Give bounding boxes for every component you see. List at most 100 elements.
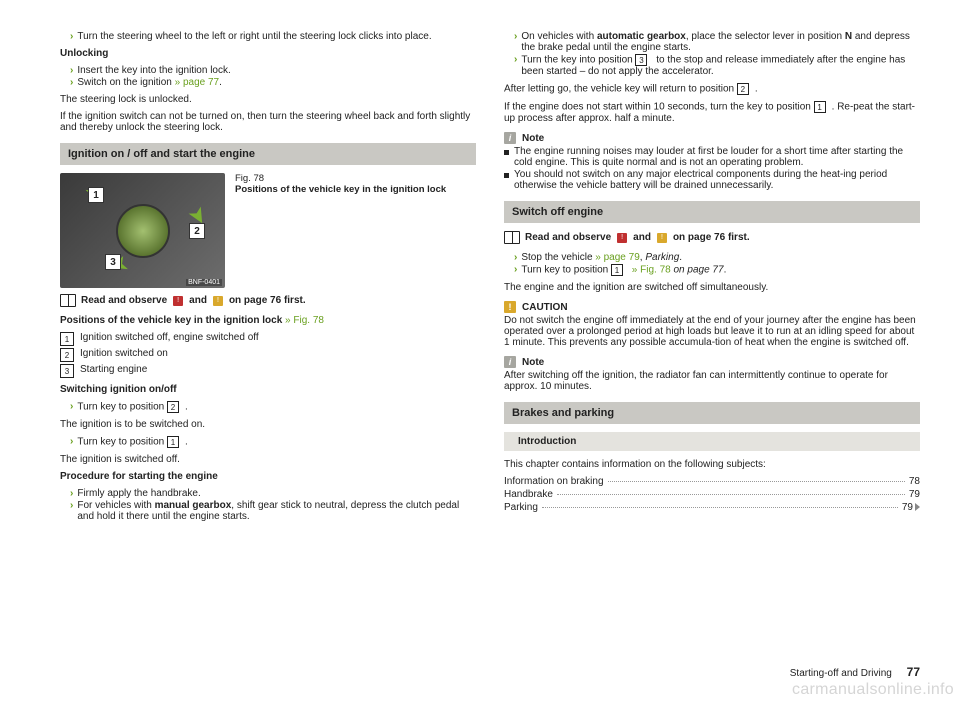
square-bullet-icon [504, 150, 509, 155]
page-ref: » page 77 [175, 77, 220, 88]
text: on page 76 first. [673, 232, 750, 243]
toc-label: Handbrake [504, 489, 553, 500]
caution-icon: ! [504, 301, 516, 313]
toc-dots [557, 494, 905, 495]
section-title: Switch off engine [504, 201, 920, 223]
continue-icon [915, 503, 920, 511]
caution-heading: ! CAUTION [504, 301, 920, 313]
text: Turn key to position 1 » Fig. 78 on page… [521, 264, 726, 276]
text: Firmly apply the handbrake. [77, 488, 200, 499]
text: Read and observe [525, 232, 611, 243]
text-part: Turn key to position [77, 402, 167, 413]
text-part: For vehicles with [77, 500, 154, 511]
text: Read and observe [81, 295, 167, 306]
text: Turn the steering wheel to the left or r… [77, 31, 431, 42]
bullet-item: › On vehicles with automatic gearbox, pl… [504, 31, 920, 53]
text-part: Turn the key into position [521, 55, 635, 66]
text-part: . [185, 437, 188, 448]
bullet-arrow-icon: › [70, 77, 73, 88]
fig-ref: » Fig. 78 [285, 315, 324, 326]
text-part: On vehicles with [521, 31, 597, 42]
figure-image: ➤ ➤ ➤ 1 2 3 BNF-0401 [60, 173, 225, 288]
bullet-item: › Turn key to position 2. [60, 401, 476, 413]
text: Switch on the ignition » page 77. [77, 77, 222, 88]
bullet-item: › Firmly apply the handbrake. [60, 488, 476, 499]
text-part: Turn key to position [521, 265, 611, 276]
page: › Turn the steering wheel to the left or… [0, 0, 960, 541]
text: Note [522, 357, 544, 368]
toc-page: 79 [909, 489, 920, 500]
text: Positions of the vehicle key in the igni… [60, 315, 285, 326]
bullet-arrow-icon: › [70, 31, 73, 42]
sub-section-title: Introduction [504, 432, 920, 451]
footer-page-number: 77 [907, 665, 920, 679]
warning-icon: ! [617, 233, 627, 243]
warning-icon: ! [173, 296, 183, 306]
text-part: . [755, 84, 758, 95]
heading-unlocking: Unlocking [60, 48, 476, 59]
key-ref: 1 [814, 101, 826, 113]
callout-1: 1 [88, 187, 104, 203]
text-part: . [679, 252, 682, 263]
note-heading: i Note [504, 132, 920, 144]
text: Ignition switched off, engine switched o… [80, 332, 259, 343]
text-part: . [219, 77, 222, 88]
text: On vehicles with automatic gearbox, plac… [521, 31, 920, 53]
text: on page 76 first. [229, 295, 306, 306]
paragraph: Do not switch the engine off immediately… [504, 315, 920, 348]
figure-number: Fig. 78 [235, 173, 264, 184]
key-ref: 3 [635, 54, 647, 66]
figure-block: ➤ ➤ ➤ 1 2 3 BNF-0401 Fig. 78 Positions o… [60, 173, 476, 288]
text-part: Stop the vehicle [521, 252, 595, 263]
toc-label: Information on braking [504, 476, 604, 487]
section-title: Ignition on / off and start the engine [60, 143, 476, 165]
bullet-arrow-icon: › [70, 500, 73, 522]
key-ref: 2 [737, 83, 749, 95]
bullet-item: › Insert the key into the ignition lock. [60, 65, 476, 76]
paragraph: If the engine does not start within 10 s… [504, 101, 920, 124]
legend-item: 3 Starting engine [60, 364, 476, 378]
note-item: The engine running noises may louder at … [504, 146, 920, 168]
text-bold: manual gearbox [155, 500, 232, 511]
callout-2: 2 [189, 223, 205, 239]
text: Turn key to position 2. [77, 401, 187, 413]
paragraph: After letting go, the vehicle key will r… [504, 83, 920, 95]
right-column: › On vehicles with automatic gearbox, pl… [504, 30, 920, 523]
note-item: You should not switch on any major elect… [504, 169, 920, 191]
read-observe-line: Read and observe ! and ! on page 76 firs… [60, 294, 476, 307]
text-italic: on page 77 [674, 265, 724, 276]
text-bold: automatic gearbox [597, 31, 686, 42]
toc-label: Parking [504, 502, 538, 513]
legend-number: 1 [60, 332, 74, 346]
legend-number: 2 [60, 348, 74, 362]
text: Starting engine [80, 364, 147, 375]
book-icon [504, 231, 520, 244]
figure-code: BNF-0401 [186, 279, 222, 286]
toc-page: 78 [909, 476, 920, 487]
bullet-arrow-icon: › [514, 264, 517, 276]
text-part: . [185, 402, 188, 413]
bullet-item: › For vehicles with manual gearbox, shif… [60, 500, 476, 522]
footer-section: Starting-off and Driving [790, 668, 892, 679]
read-observe-line: Read and observe ! and ! on page 76 firs… [504, 231, 920, 244]
text-italic: Parking [645, 252, 679, 263]
toc-dots [542, 507, 898, 508]
bullet-item: › Turn the steering wheel to the left or… [60, 31, 476, 42]
text: Turn the key into position 3 to the stop… [521, 54, 920, 77]
legend-item: 1 Ignition switched off, engine switched … [60, 332, 476, 346]
paragraph: This chapter contains information on the… [504, 459, 920, 470]
legend-item: 2Ignition switched on [60, 348, 476, 362]
callout-3: 3 [105, 254, 121, 270]
paragraph: After switching off the ignition, the ra… [504, 370, 920, 392]
key-ref: 1 [167, 436, 179, 448]
toc-dots [608, 481, 905, 482]
paragraph: The ignition is switched off. [60, 454, 476, 465]
text: For vehicles with manual gearbox, shift … [77, 500, 476, 522]
bullet-arrow-icon: › [514, 252, 517, 263]
paragraph: The engine and the ignition are switched… [504, 282, 920, 293]
watermark: carmanualsonline.info [792, 681, 954, 699]
legend-number: 3 [60, 364, 74, 378]
bullet-arrow-icon: › [70, 65, 73, 76]
text: The engine running noises may louder at … [514, 146, 920, 168]
bullet-arrow-icon: › [70, 488, 73, 499]
